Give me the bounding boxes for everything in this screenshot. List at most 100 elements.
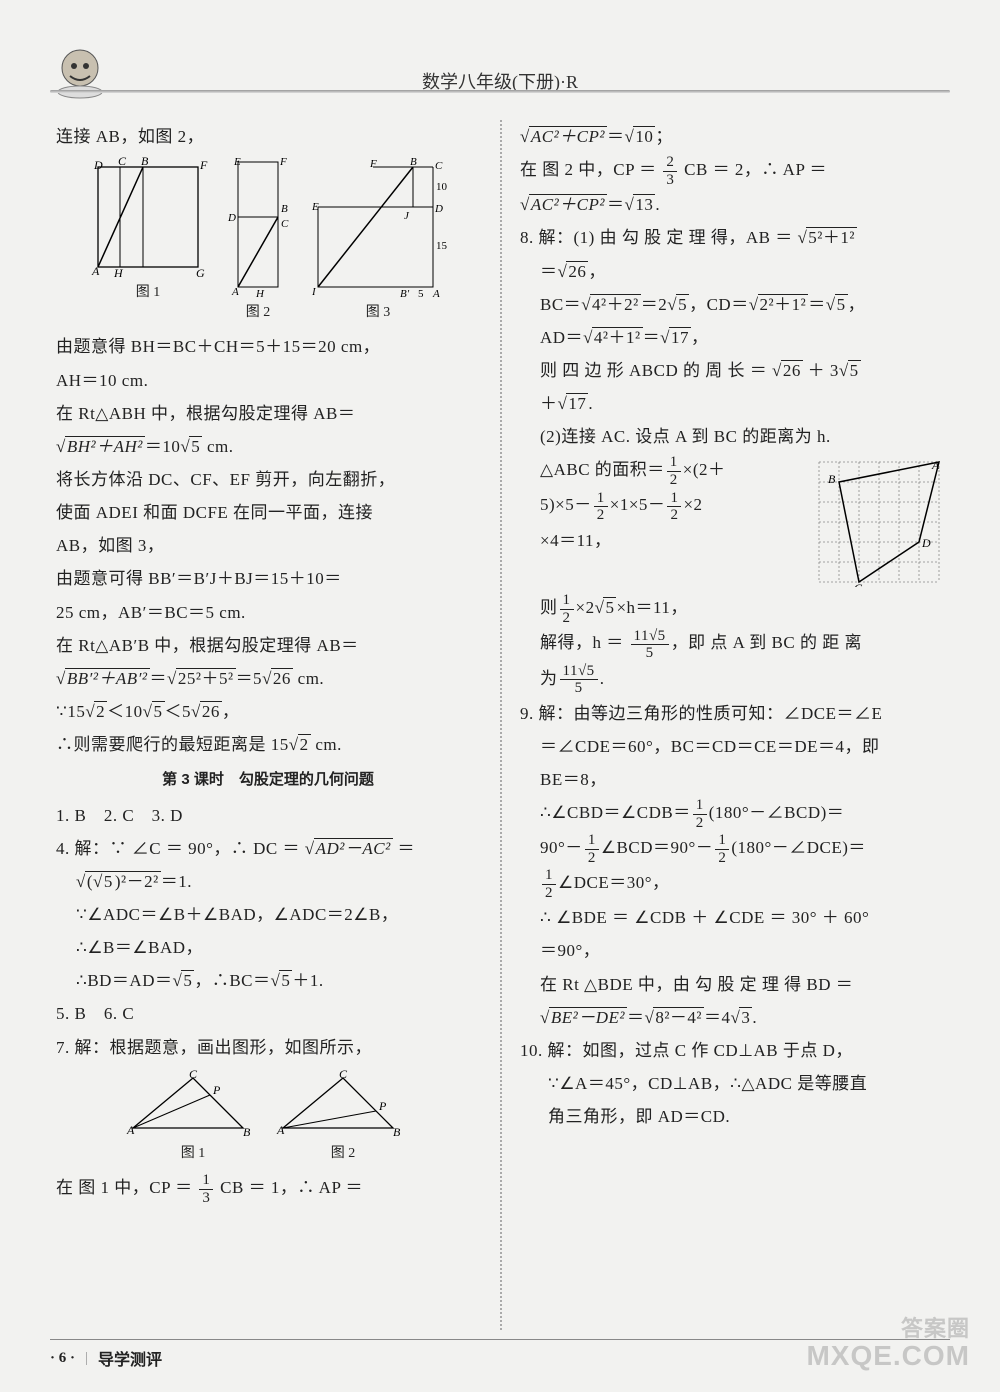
watermark-cn: 答案圈 [806, 1317, 970, 1341]
svg-text:E: E [311, 201, 319, 213]
svg-text:C: C [118, 157, 127, 168]
figure-3: F B C E J D I B′ 5 A 10 15 图 3 [308, 157, 448, 326]
left-column: 连接 AB，如图 2， D C B F A H G 图 1 [50, 120, 500, 1330]
svg-text:H: H [255, 288, 265, 297]
figure-caption: 图 2 [273, 1140, 413, 1167]
svg-text:F: F [199, 158, 208, 172]
text: 12∠DCE＝30°， [540, 866, 944, 901]
svg-text:C: C [281, 218, 289, 230]
svg-text:D: D [921, 536, 931, 550]
text: 则12×25×h＝11， [540, 591, 944, 626]
svg-text:E: E [233, 157, 241, 168]
text: ∴∠B＝∠BAD， [76, 931, 480, 964]
text: 25 cm，AB′＝BC＝5 cm. [56, 596, 480, 629]
footer-brand: 导学测评 [98, 1346, 162, 1370]
svg-text:A: A [91, 264, 100, 277]
text: 由题意得 BH＝BC＋CH＝5＋15＝20 cm， [56, 330, 480, 363]
svg-text:D: D [93, 158, 103, 172]
text: (2)连接 AC. 设点 A 到 BC 的距离为 h. [540, 420, 944, 453]
svg-text:D: D [227, 212, 236, 224]
text: AH＝10 cm. [56, 364, 480, 397]
svg-text:A: A [432, 288, 440, 297]
text: 在 Rt △BDE 中，由 勾 股 定 理 得 BD ＝ [540, 968, 944, 1001]
text: ＋17. [540, 387, 944, 420]
text: 在 图 1 中，CP ＝ 13 CB ＝ 1，∴ AP ＝ [56, 1171, 480, 1206]
text: ∵152＜105＜526， [56, 695, 480, 728]
figure-caption: 图 1 [88, 279, 208, 306]
text: AB，如图 3， [56, 529, 480, 562]
svg-text:F: F [369, 158, 377, 170]
text: ∴BD＝AD＝5，∴BC＝5＋1. [76, 964, 480, 997]
text: BE＝8， [540, 763, 944, 796]
text: 4. 解：∵ ∠C ＝ 90°，∴ DC ＝ AD²－AC² ＝ [56, 832, 480, 865]
text: BB′²＋AB′²＝25²＋5²＝526 cm. [56, 662, 480, 695]
figure-caption: 图 3 [308, 299, 448, 326]
svg-text:5: 5 [418, 288, 424, 297]
grid-figure: A B C D [814, 457, 944, 587]
text: ＝∠CDE＝60°，BC＝CD＝CE＝DE＝4，即 [540, 730, 944, 763]
figure-2: E F B D C A H 图 2 [218, 157, 298, 326]
text: ∵∠A＝45°，CD⊥AB，∴△ADC 是等腰直 [548, 1067, 944, 1100]
text: 7. 解：根据题意，画出图形，如图所示， [56, 1031, 480, 1064]
svg-text:15: 15 [436, 240, 448, 252]
column-divider [500, 120, 502, 1330]
svg-text:P: P [378, 1099, 387, 1113]
svg-text:C: C [854, 581, 863, 587]
text: ∵∠ADC＝∠B＋∠BAD，∠ADC＝2∠B， [76, 898, 480, 931]
figure-row-1: D C B F A H G 图 1 E F B [56, 157, 480, 326]
text: 由题意可得 BB′＝B′J＋BJ＝15＋10＝ [56, 562, 480, 595]
text: AC²＋CP²＝10； [520, 120, 944, 153]
svg-text:G: G [196, 266, 205, 277]
text: 10. 解：如图，过点 C 作 CD⊥AB 于点 D， [520, 1034, 944, 1067]
svg-text:C: C [339, 1068, 348, 1081]
answers: 5. B 6. C [56, 997, 480, 1030]
figure-q7-2: A B C P 图 2 [273, 1068, 413, 1167]
svg-text:10: 10 [436, 181, 448, 193]
svg-text:B′: B′ [400, 288, 410, 297]
text: 将长方体沿 DC、CF、EF 剪开，向左翻折， [56, 463, 480, 496]
text: 解得，h ＝ 11√55，即 点 A 到 BC 的 距 离 [540, 626, 944, 661]
svg-text:A: A [931, 458, 940, 472]
text: AC²＋CP²＝13. [520, 188, 944, 221]
text: 8. 解：(1) 由 勾 股 定 理 得，AB ＝ 5²＋1² [520, 221, 944, 254]
footer-separator: | [85, 1350, 88, 1367]
text: BE²－DE²＝8²－4²＝43. [540, 1001, 944, 1034]
svg-text:C: C [189, 1068, 198, 1081]
section-title: 第 3 课时 勾股定理的几何问题 [56, 765, 480, 794]
svg-text:B: B [243, 1125, 251, 1138]
content-columns: 连接 AB，如图 2， D C B F A H G 图 1 [50, 120, 950, 1330]
text: (5)²－2²＝1. [76, 865, 480, 898]
page-header: 数学八年级(下册)·R [50, 40, 950, 110]
svg-text:B: B [410, 157, 417, 168]
text: ∴则需要爬行的最短距离是 152 cm. [56, 728, 480, 761]
text: 在 图 2 中，CP ＝ 23 CB ＝ 2，∴ AP ＝ [520, 153, 944, 188]
svg-text:D: D [434, 203, 443, 215]
text: ＝26， [540, 255, 944, 288]
answers: 1. B 2. C 3. D [56, 799, 480, 832]
text: 角三角形，即 AD＝CD. [548, 1100, 944, 1133]
header-rule [50, 90, 950, 93]
svg-text:I: I [311, 286, 317, 297]
text: 90°－12∠BCD＝90°－12(180°－∠DCE)＝ [540, 831, 944, 866]
text: 连接 AB，如图 2， [56, 120, 480, 153]
svg-text:A: A [231, 286, 239, 297]
watermark-en: MXQE.COM [806, 1340, 970, 1371]
text: 为11√55. [540, 662, 944, 697]
right-column: AC²＋CP²＝10； 在 图 2 中，CP ＝ 23 CB ＝ 2，∴ AP … [500, 120, 950, 1330]
text: 则 四 边 形 ABCD 的 周 长 ＝ 26 ＋ 35 [540, 354, 944, 387]
figure-caption: 图 2 [218, 299, 298, 326]
text: 在 Rt△ABH 中，根据勾股定理得 AB＝ [56, 397, 480, 430]
text: 9. 解：由等边三角形的性质可知：∠DCE＝∠E [520, 697, 944, 730]
svg-text:B: B [281, 203, 288, 215]
svg-text:F: F [279, 157, 287, 168]
svg-text:B: B [828, 472, 836, 486]
svg-text:A: A [126, 1123, 135, 1137]
text: BC＝4²＋2²＝25，CD＝2²＋1²＝5， [540, 288, 944, 321]
text: ∴ ∠BDE ＝ ∠CDB ＋ ∠CDE ＝ 30° ＋ 60° [540, 901, 944, 934]
figure-q7-1: A B C P 图 1 [123, 1068, 263, 1167]
watermark: 答案圈 MXQE.COM [806, 1317, 970, 1372]
text: BH²＋AH²＝105 cm. [56, 430, 480, 463]
svg-text:H: H [113, 266, 124, 277]
svg-text:B: B [141, 157, 149, 168]
svg-text:C: C [435, 160, 443, 172]
